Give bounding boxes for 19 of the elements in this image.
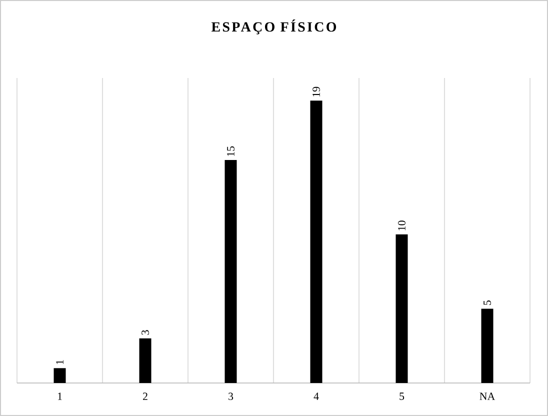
bar <box>310 100 322 384</box>
x-tick-label: 4 <box>314 392 319 400</box>
data-label: 15 <box>227 146 234 156</box>
data-label: 10 <box>398 220 406 230</box>
x-tick-label: 1 <box>58 392 62 400</box>
x-tick-label: 2 <box>143 392 148 400</box>
bar <box>396 234 408 384</box>
bar <box>54 368 66 384</box>
chart-title: ESPAÇO FÍSICO <box>211 20 336 34</box>
bar <box>224 160 237 384</box>
data-label: 3 <box>142 330 149 335</box>
bar <box>481 308 494 384</box>
x-tick-label: 5 <box>400 392 404 400</box>
data-label: 19 <box>312 86 320 96</box>
data-label: 1 <box>56 360 64 364</box>
bar <box>139 338 152 384</box>
x-tick-label: 3 <box>228 392 234 400</box>
data-label: 5 <box>484 300 491 305</box>
x-tick-label: NA <box>480 392 496 400</box>
